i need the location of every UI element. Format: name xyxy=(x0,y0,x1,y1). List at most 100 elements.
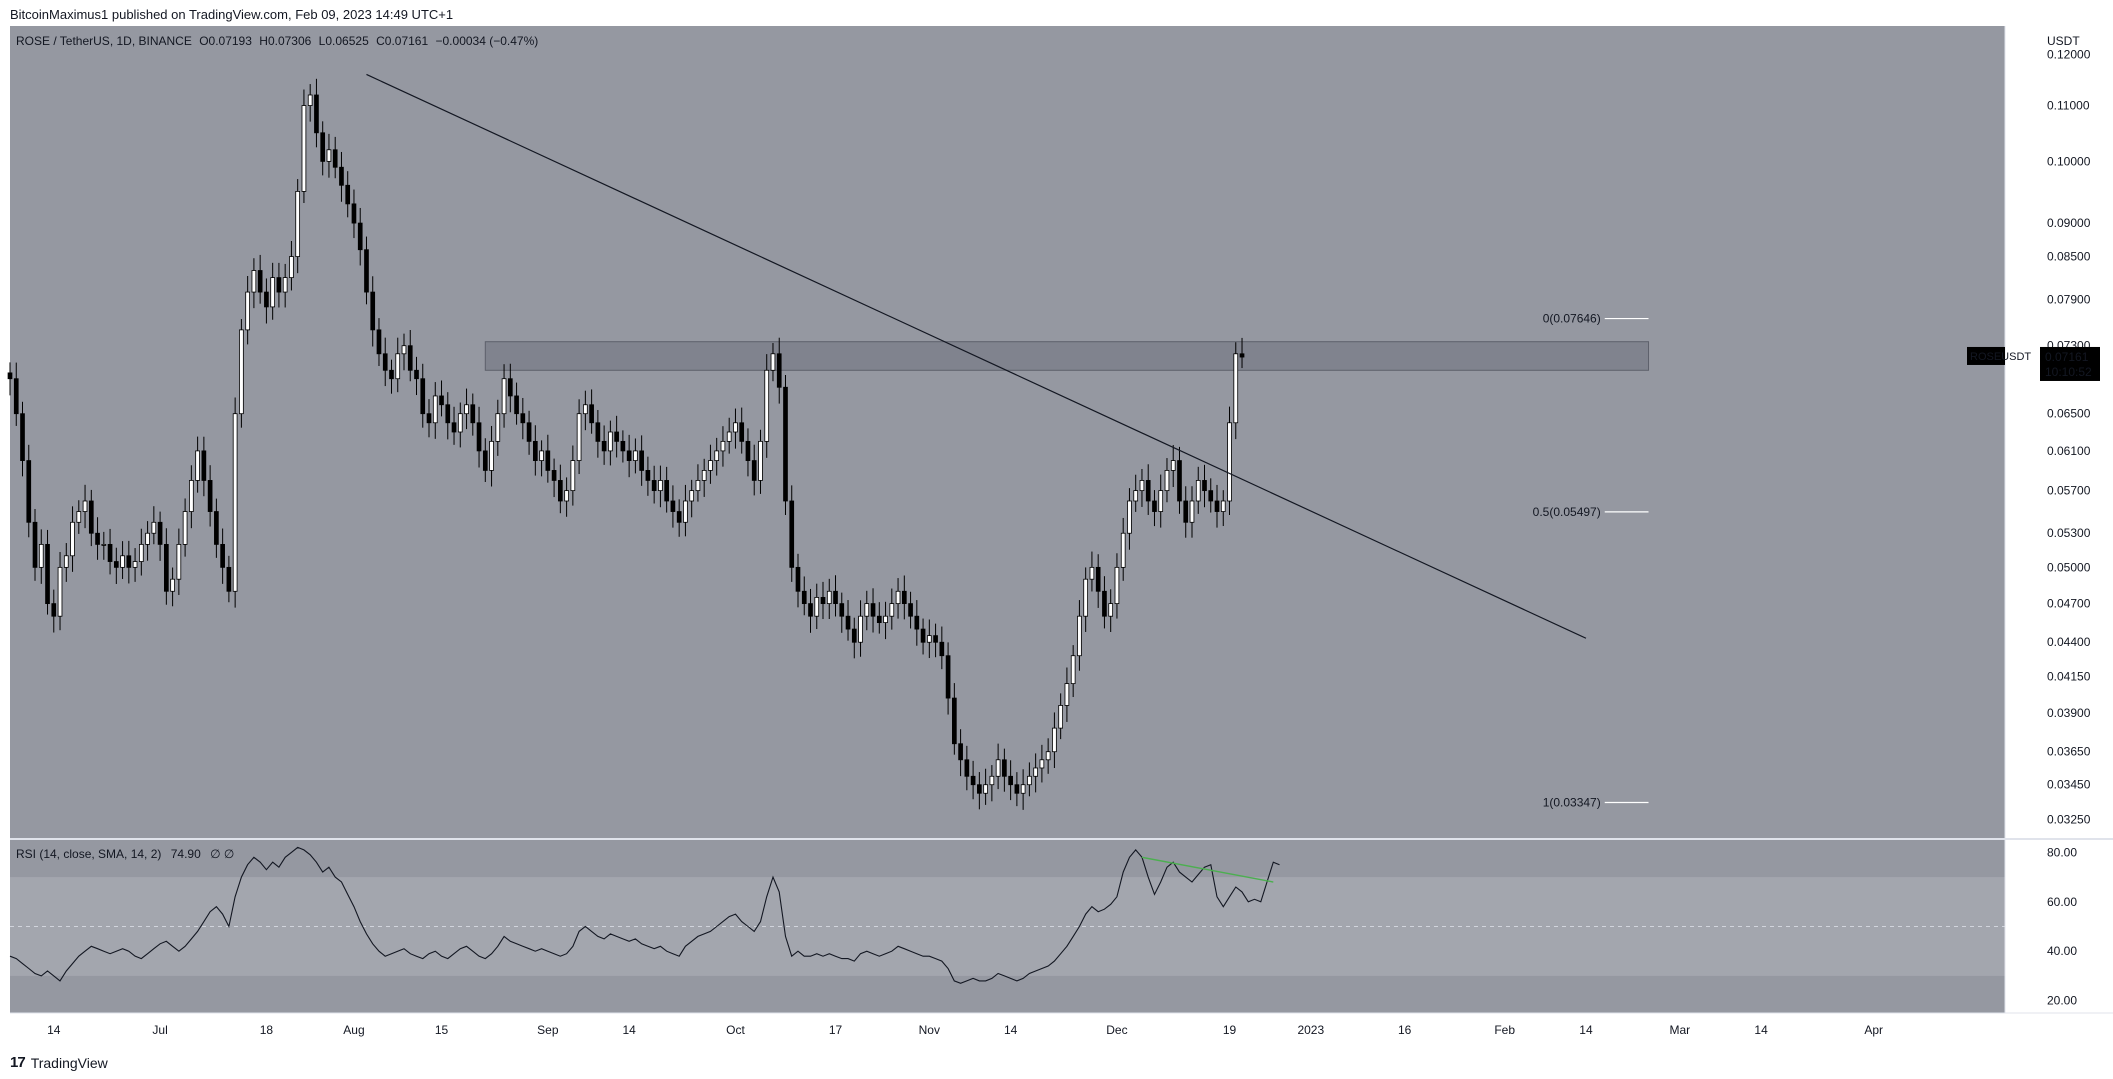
candle-body[interactable] xyxy=(1008,775,1013,786)
candle-body[interactable] xyxy=(420,378,426,415)
candle-body[interactable] xyxy=(776,353,782,388)
candle-body[interactable] xyxy=(207,480,213,512)
candle-body[interactable] xyxy=(157,521,163,545)
candle-body[interactable] xyxy=(120,555,125,568)
candle-body[interactable] xyxy=(1020,784,1026,794)
candle-body[interactable] xyxy=(1052,727,1057,753)
candle-body[interactable] xyxy=(432,395,438,424)
candle-body[interactable] xyxy=(476,422,482,452)
candle-body[interactable] xyxy=(88,500,94,534)
candle-body[interactable] xyxy=(1045,751,1051,761)
candle-body[interactable] xyxy=(189,480,194,512)
candle-body[interactable] xyxy=(789,500,795,568)
candle-body[interactable] xyxy=(539,450,544,461)
candle-body[interactable] xyxy=(908,603,913,617)
candle-body[interactable] xyxy=(939,641,945,657)
candle-body[interactable] xyxy=(326,149,332,162)
candle-body[interactable] xyxy=(826,590,832,605)
candle-body[interactable] xyxy=(764,369,770,442)
candle-body[interactable] xyxy=(38,543,44,568)
candle-body[interactable] xyxy=(526,422,532,442)
candle-body[interactable] xyxy=(32,521,38,568)
candle-body[interactable] xyxy=(1170,460,1176,471)
candle-body[interactable] xyxy=(626,450,632,461)
candle-body[interactable] xyxy=(482,450,488,471)
candle-body[interactable] xyxy=(783,386,788,502)
candle-body[interactable] xyxy=(608,431,613,452)
candle-body[interactable] xyxy=(132,561,138,568)
candle-body[interactable] xyxy=(739,422,745,442)
candle-body[interactable] xyxy=(264,291,269,308)
candle-body[interactable] xyxy=(451,422,457,433)
candle-body[interactable] xyxy=(101,543,107,546)
candle-body[interactable] xyxy=(414,369,419,380)
candle-body[interactable] xyxy=(426,413,432,424)
candle-body[interactable] xyxy=(301,105,307,192)
candle-body[interactable] xyxy=(926,635,932,643)
candle-body[interactable] xyxy=(201,450,207,481)
candle-body[interactable] xyxy=(151,521,157,534)
candle-body[interactable] xyxy=(1214,500,1220,512)
candle-body[interactable] xyxy=(983,784,988,794)
candle-body[interactable] xyxy=(858,615,863,643)
candle-body[interactable] xyxy=(295,191,301,257)
candle-body[interactable] xyxy=(883,615,888,624)
candle-body[interactable] xyxy=(1177,460,1182,502)
candle-body[interactable] xyxy=(714,450,720,461)
candle-body[interactable] xyxy=(964,759,970,777)
candle-body[interactable] xyxy=(495,413,501,442)
candle-body[interactable] xyxy=(633,450,638,461)
candle-body[interactable] xyxy=(751,460,757,481)
candle-body[interactable] xyxy=(870,603,876,617)
candle-body[interactable] xyxy=(195,450,200,481)
candle-body[interactable] xyxy=(63,555,69,568)
candle-body[interactable] xyxy=(589,404,594,424)
candle-body[interactable] xyxy=(1127,500,1132,534)
candle-body[interactable] xyxy=(620,440,626,452)
candle-body[interactable] xyxy=(758,440,763,481)
candle-body[interactable] xyxy=(57,566,63,617)
candle-body[interactable] xyxy=(113,561,119,568)
resistance-zone[interactable] xyxy=(484,341,1650,371)
candle-body[interactable] xyxy=(770,353,776,371)
candle-body[interactable] xyxy=(345,184,351,205)
candle-body[interactable] xyxy=(889,603,895,617)
candle-body[interactable] xyxy=(51,603,57,617)
candle-body[interactable] xyxy=(1108,603,1114,617)
candle-body[interactable] xyxy=(364,249,369,293)
candle-body[interactable] xyxy=(289,256,294,279)
candle-body[interactable] xyxy=(1014,784,1020,794)
candle-body[interactable] xyxy=(7,372,13,380)
candle-body[interactable] xyxy=(676,511,682,523)
candle-body[interactable] xyxy=(1058,705,1063,729)
candle-body[interactable] xyxy=(933,635,938,643)
candle-body[interactable] xyxy=(1070,655,1076,685)
candle-body[interactable] xyxy=(920,628,926,643)
candle-body[interactable] xyxy=(1089,566,1095,580)
candle-body[interactable] xyxy=(26,460,32,523)
candle-body[interactable] xyxy=(339,166,344,186)
candle-body[interactable] xyxy=(464,404,469,415)
candle-body[interactable] xyxy=(45,543,50,605)
candle-body[interactable] xyxy=(445,404,451,424)
candle-body[interactable] xyxy=(558,480,563,502)
candle-body[interactable] xyxy=(595,422,601,442)
candle-body[interactable] xyxy=(808,603,813,617)
candle-body[interactable] xyxy=(814,597,820,617)
candle-body[interactable] xyxy=(645,470,651,481)
candle-body[interactable] xyxy=(470,404,476,424)
candle-body[interactable] xyxy=(164,543,169,592)
candle-body[interactable] xyxy=(952,697,957,745)
candle-body[interactable] xyxy=(407,345,413,371)
candle-body[interactable] xyxy=(614,431,619,442)
candle-body[interactable] xyxy=(820,597,826,605)
candle-body[interactable] xyxy=(351,203,357,224)
candle-body[interactable] xyxy=(745,440,751,461)
candle-body[interactable] xyxy=(683,500,688,523)
candle-body[interactable] xyxy=(314,94,319,134)
candle-body[interactable] xyxy=(851,628,857,643)
candle-body[interactable] xyxy=(576,413,582,461)
descending-trendline[interactable] xyxy=(366,73,1587,639)
candle-body[interactable] xyxy=(95,532,100,545)
candle-body[interactable] xyxy=(1102,590,1107,617)
